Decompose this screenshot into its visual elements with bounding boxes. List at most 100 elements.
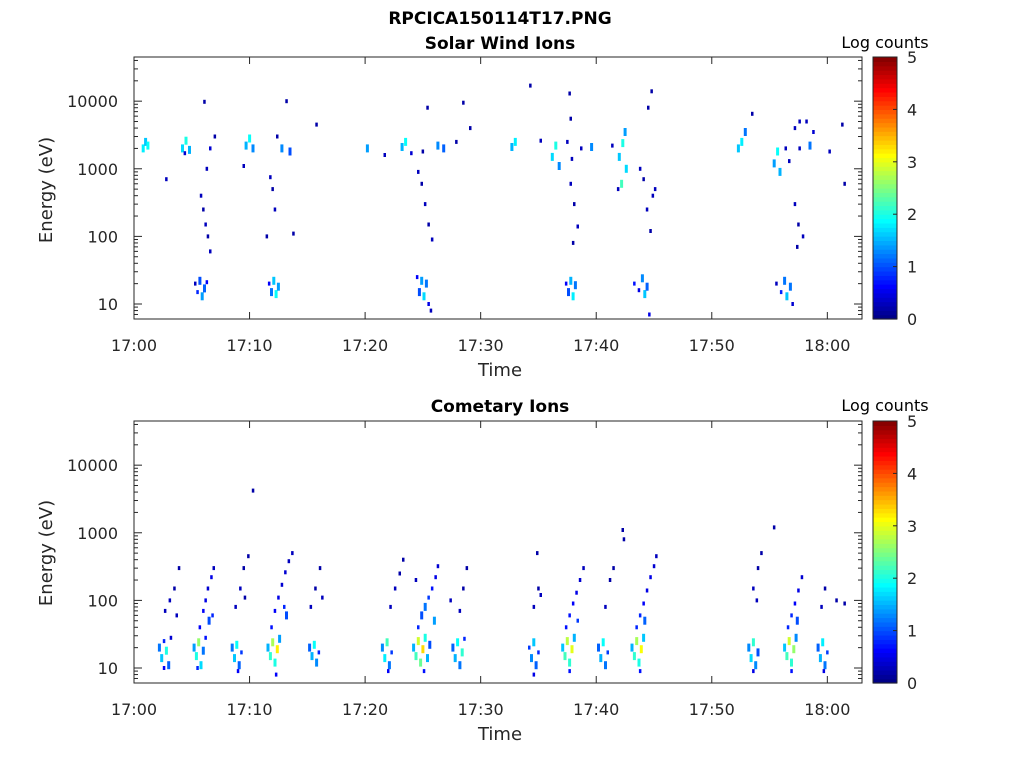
- colorbar-segment: [873, 118, 897, 124]
- heatmap-cell: [314, 586, 317, 591]
- heatmap-cell: [743, 128, 747, 136]
- colorbar-segment: [873, 240, 897, 246]
- heatmap-cell: [242, 566, 245, 571]
- heatmap-cell: [564, 281, 568, 286]
- heatmap-cell: [210, 575, 213, 580]
- heatmap-cell: [645, 588, 649, 593]
- colorbar: 0 1 2 3 4 5: [872, 48, 917, 329]
- colorbar-segment: [873, 179, 897, 185]
- colorbar-segment: [873, 253, 897, 259]
- heatmap-cell: [273, 658, 277, 667]
- heatmap-cell: [649, 575, 652, 580]
- colorbar-segment: [873, 301, 897, 307]
- colorbar-segment: [873, 65, 897, 71]
- heatmap-cell: [283, 604, 286, 609]
- colorbar-segment: [873, 665, 897, 671]
- heatmap-cell: [599, 654, 603, 663]
- heatmap-cell: [462, 100, 465, 105]
- heatmap-cell: [790, 658, 793, 667]
- heatmap-cell: [393, 586, 397, 591]
- heatmap-cell: [798, 146, 801, 151]
- heatmap-cell: [573, 281, 577, 290]
- x-tick-label: 17:00: [111, 336, 157, 355]
- heatmap-cell: [752, 669, 755, 674]
- heatmap-cell: [637, 658, 641, 667]
- heatmap-cell: [451, 643, 455, 652]
- colorbar-segment: [873, 573, 897, 579]
- heatmap-cell: [164, 646, 168, 655]
- heatmap-cell: [778, 167, 782, 176]
- heatmap-cell: [775, 281, 778, 286]
- colorbar-segment: [873, 144, 897, 150]
- colorbar-segment: [873, 96, 897, 102]
- colorbar-segment: [873, 569, 897, 575]
- colorbar-segment: [873, 222, 897, 228]
- colorbar-segment: [873, 57, 897, 62]
- heatmap-cell: [841, 122, 844, 127]
- heatmap-cell: [532, 672, 536, 677]
- colorbar-segment: [873, 122, 897, 128]
- colorbar-segment: [873, 656, 897, 662]
- heatmap-cell: [532, 638, 536, 647]
- colorbar-segment: [873, 188, 897, 193]
- heatmap-cell: [432, 616, 436, 625]
- heatmap-cell: [783, 276, 787, 285]
- heatmap-cell: [276, 134, 279, 139]
- heatmap-cell: [576, 618, 579, 623]
- heatmap-cell: [233, 654, 236, 663]
- colorbar-segment: [873, 83, 897, 89]
- heatmap-cell: [203, 284, 206, 293]
- heatmap-cell: [537, 586, 540, 591]
- heatmap-cell: [752, 586, 755, 591]
- heatmap-cell: [793, 601, 797, 606]
- heatmap-cell: [642, 601, 645, 606]
- heatmap-cell: [785, 292, 789, 301]
- colorbar-segment: [873, 209, 897, 215]
- colorbar-segment: [873, 595, 897, 601]
- heatmap-cell: [434, 575, 437, 580]
- heatmap-cell: [420, 276, 424, 285]
- heatmap-cell: [550, 152, 554, 161]
- heatmap-cell: [568, 91, 571, 96]
- heatmap-cell: [570, 645, 574, 654]
- heatmap-cell: [569, 276, 573, 285]
- colorbar-segment: [873, 227, 897, 233]
- heatmap-cell: [162, 639, 166, 644]
- colorbar-segment: [873, 503, 897, 509]
- x-tick-label: 17:00: [111, 700, 157, 719]
- colorbar-segment: [873, 460, 897, 466]
- heatmap-cell: [204, 635, 207, 640]
- heatmap-cell: [754, 661, 758, 670]
- heatmap-cell: [510, 143, 514, 151]
- heatmap-cell: [648, 312, 651, 317]
- heatmap-cell: [271, 638, 275, 647]
- heatmap-cell: [247, 554, 250, 559]
- heatmap-cell: [317, 650, 321, 655]
- heatmap-cell: [412, 643, 416, 652]
- colorbar-segment: [873, 196, 897, 202]
- heatmap-cell: [426, 654, 429, 663]
- heatmap-cell: [563, 652, 567, 661]
- heatmap-cell: [427, 222, 430, 227]
- heatmap-cell: [184, 136, 188, 145]
- colorbar-segment: [873, 652, 897, 658]
- colorbar-segment: [873, 630, 897, 636]
- heatmap-cell: [772, 159, 776, 168]
- heatmap-cell: [266, 643, 270, 652]
- heatmap-cell: [212, 566, 215, 571]
- colorbar-segment: [873, 214, 897, 220]
- heatmap-cell: [202, 207, 205, 212]
- heatmap-cell: [751, 111, 754, 116]
- heatmap-cell: [427, 595, 430, 600]
- colorbar-segment: [873, 218, 897, 224]
- heatmap-cell: [564, 625, 568, 630]
- heatmap-cell: [204, 222, 207, 227]
- heatmap-cell: [635, 637, 639, 646]
- colorbar-segment: [873, 421, 897, 426]
- colorbar-segment: [873, 617, 897, 623]
- heatmap-cell: [417, 169, 420, 174]
- heatmap-cell: [309, 604, 313, 609]
- colorbar-segment: [873, 70, 897, 76]
- colorbar-segment: [873, 292, 897, 298]
